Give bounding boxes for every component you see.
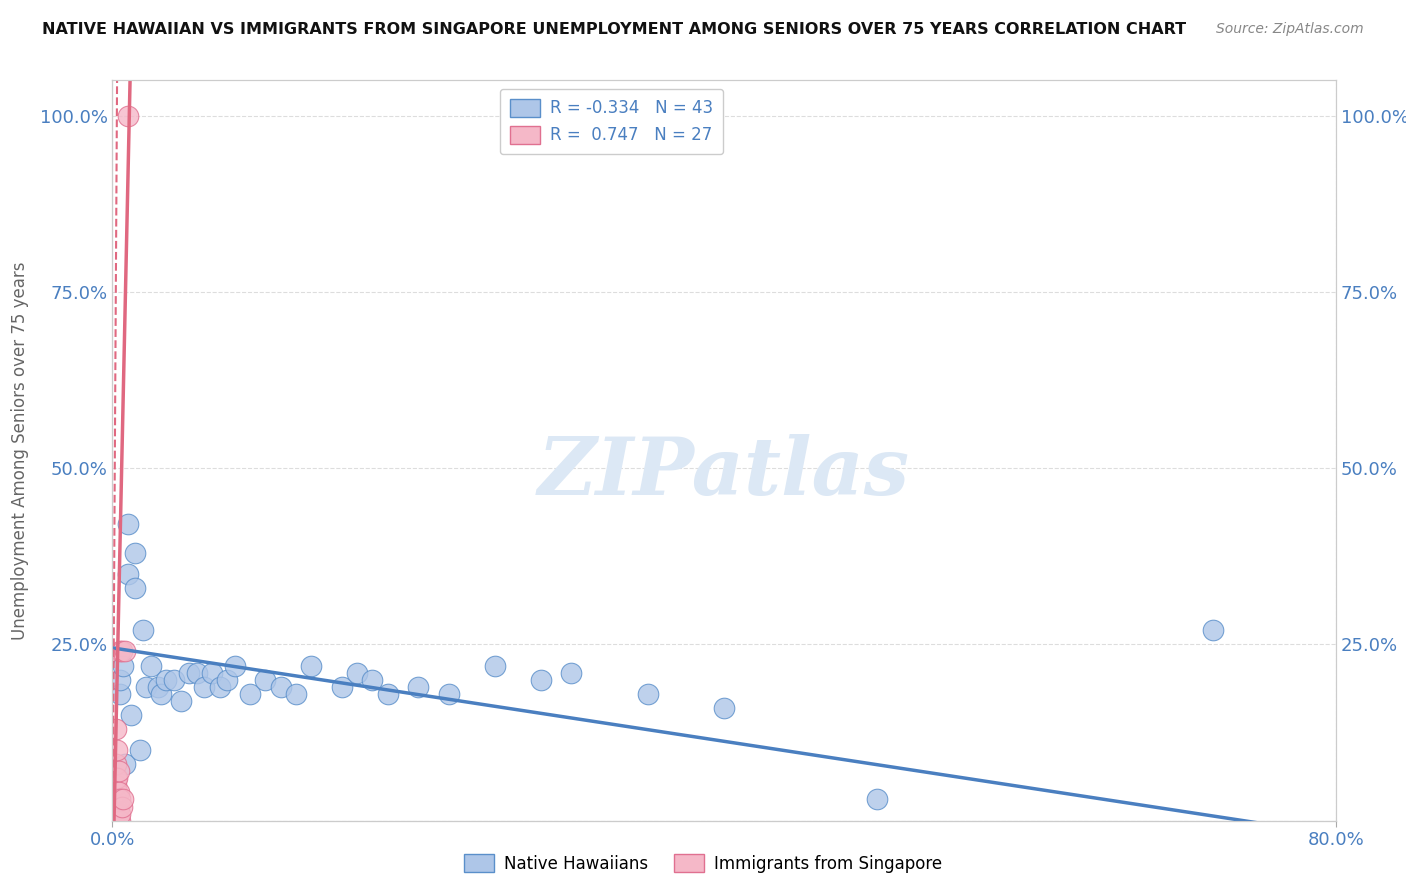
Point — [1202, 624, 1225, 638]
Point — [132, 624, 155, 638]
Point — [108, 806, 131, 821]
Point — [177, 665, 200, 680]
Point — [104, 792, 127, 806]
Point — [105, 785, 128, 799]
Point — [186, 665, 208, 680]
Point — [361, 673, 384, 687]
Point — [104, 806, 127, 821]
Point — [346, 665, 368, 680]
Point — [107, 764, 129, 779]
Point — [108, 814, 131, 828]
Point — [139, 658, 162, 673]
Point — [108, 644, 131, 658]
Point — [377, 687, 399, 701]
Legend: Native Hawaiians, Immigrants from Singapore: Native Hawaiians, Immigrants from Singap… — [458, 847, 948, 880]
Point — [713, 701, 735, 715]
Point — [105, 772, 128, 786]
Point — [530, 673, 553, 687]
Point — [193, 680, 215, 694]
Point — [104, 799, 127, 814]
Point — [108, 687, 131, 701]
Y-axis label: Unemployment Among Seniors over 75 years: Unemployment Among Seniors over 75 years — [10, 261, 28, 640]
Point — [107, 814, 129, 828]
Point — [201, 665, 224, 680]
Point — [112, 792, 135, 806]
Text: NATIVE HAWAIIAN VS IMMIGRANTS FROM SINGAPORE UNEMPLOYMENT AMONG SENIORS OVER 75 : NATIVE HAWAIIAN VS IMMIGRANTS FROM SINGA… — [42, 22, 1187, 37]
Point — [155, 673, 177, 687]
Point — [330, 680, 353, 694]
Point — [105, 799, 128, 814]
Point — [105, 806, 128, 821]
Point — [114, 644, 136, 658]
Point — [104, 772, 127, 786]
Point — [111, 644, 134, 658]
Point — [254, 673, 277, 687]
Point — [163, 673, 186, 687]
Point — [120, 707, 142, 722]
Point — [170, 694, 193, 708]
Point — [108, 792, 131, 806]
Point — [124, 581, 146, 595]
Point — [105, 814, 128, 828]
Point — [284, 687, 308, 701]
Point — [224, 658, 246, 673]
Point — [117, 109, 139, 123]
Point — [866, 792, 889, 806]
Point — [107, 799, 129, 814]
Point — [105, 743, 128, 757]
Point — [104, 814, 127, 828]
Text: Source: ZipAtlas.com: Source: ZipAtlas.com — [1216, 22, 1364, 37]
Point — [111, 799, 134, 814]
Point — [124, 546, 146, 560]
Point — [104, 778, 127, 792]
Point — [208, 680, 231, 694]
Point — [408, 680, 430, 694]
Point — [114, 757, 136, 772]
Legend: R = -0.334   N = 43, R =  0.747   N = 27: R = -0.334 N = 43, R = 0.747 N = 27 — [501, 88, 723, 154]
Text: ZIPatlas: ZIPatlas — [538, 434, 910, 511]
Point — [637, 687, 659, 701]
Point — [108, 673, 131, 687]
Point — [150, 687, 173, 701]
Point — [437, 687, 460, 701]
Point — [270, 680, 292, 694]
Point — [117, 517, 139, 532]
Point — [148, 680, 170, 694]
Point — [112, 658, 135, 673]
Point — [107, 785, 129, 799]
Point — [104, 757, 127, 772]
Point — [299, 658, 322, 673]
Point — [217, 673, 239, 687]
Point — [135, 680, 157, 694]
Point — [117, 566, 139, 581]
Point — [104, 722, 127, 736]
Point — [239, 687, 262, 701]
Point — [129, 743, 152, 757]
Point — [560, 665, 582, 680]
Point — [484, 658, 506, 673]
